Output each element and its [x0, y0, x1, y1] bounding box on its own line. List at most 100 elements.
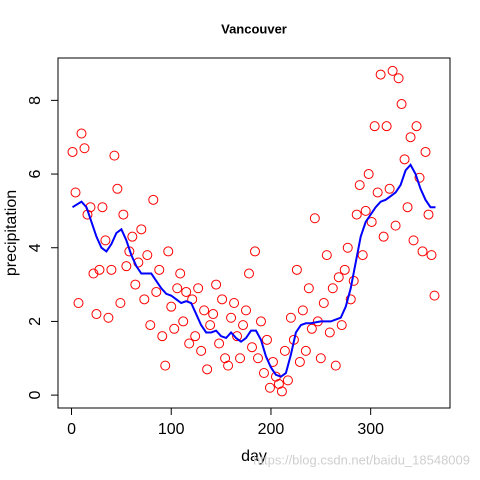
point — [291, 264, 302, 275]
point — [366, 216, 377, 227]
point — [193, 283, 204, 294]
point — [264, 382, 275, 393]
point — [121, 261, 132, 272]
point — [390, 220, 401, 231]
point — [139, 294, 150, 305]
point — [79, 143, 90, 154]
point — [148, 194, 159, 205]
point — [255, 316, 266, 327]
point — [205, 320, 216, 331]
point — [151, 286, 162, 297]
y-tick-label: 6 — [27, 170, 44, 179]
point — [160, 360, 171, 371]
point — [208, 309, 219, 320]
point — [258, 368, 269, 378]
point — [315, 353, 326, 364]
point — [175, 268, 186, 279]
point — [184, 338, 195, 349]
point — [106, 264, 117, 275]
point — [211, 279, 222, 290]
point — [285, 312, 296, 323]
point — [235, 353, 246, 364]
point — [142, 250, 153, 261]
point — [408, 235, 419, 246]
point — [351, 209, 362, 220]
point — [282, 375, 293, 386]
point — [172, 283, 183, 294]
point — [112, 183, 123, 194]
y-tick-label: 4 — [27, 243, 44, 252]
point — [360, 205, 371, 216]
point — [318, 298, 329, 308]
point — [276, 386, 287, 397]
point — [217, 294, 228, 305]
point — [297, 305, 308, 316]
point — [226, 312, 237, 323]
point — [249, 246, 260, 257]
point — [384, 183, 395, 194]
point — [405, 132, 416, 143]
point — [420, 146, 431, 157]
watermark: https://blog.csdn.net/baidu_18548009 — [253, 452, 470, 467]
point — [244, 268, 255, 279]
point — [393, 73, 404, 84]
point — [396, 99, 407, 110]
point — [238, 320, 249, 331]
smooth-line — [71, 163, 436, 378]
point — [214, 338, 225, 349]
y-tick-label: 8 — [27, 96, 44, 105]
point — [103, 312, 114, 323]
point — [381, 121, 392, 132]
point — [127, 231, 138, 242]
point — [339, 264, 350, 275]
point — [178, 316, 189, 327]
point — [91, 309, 102, 320]
point — [426, 250, 437, 261]
point — [309, 213, 320, 224]
point — [345, 294, 356, 305]
point — [369, 121, 380, 132]
x-tick-label: 300 — [357, 421, 384, 438]
point — [109, 150, 120, 161]
x-tick-label: 0 — [67, 421, 76, 438]
point — [145, 320, 156, 331]
point — [330, 360, 341, 371]
x-tick-label: 200 — [258, 421, 285, 438]
point — [166, 301, 177, 312]
point — [252, 353, 263, 364]
point — [232, 331, 243, 342]
y-axis-label: precipitation — [3, 190, 20, 276]
point — [423, 209, 434, 220]
point — [202, 364, 213, 375]
point — [163, 246, 174, 257]
point — [94, 264, 105, 275]
point — [181, 286, 192, 297]
point — [157, 331, 168, 342]
point — [136, 224, 147, 235]
point — [303, 283, 314, 294]
point — [387, 65, 398, 76]
point — [354, 180, 365, 191]
point — [220, 353, 231, 364]
point — [336, 320, 347, 331]
point — [261, 334, 272, 345]
point — [241, 305, 252, 316]
point — [363, 169, 374, 180]
point — [399, 154, 410, 165]
point — [115, 298, 126, 308]
point — [190, 331, 201, 342]
point — [88, 268, 99, 279]
point — [402, 202, 413, 213]
point — [378, 231, 389, 242]
point — [333, 272, 344, 283]
point — [196, 345, 207, 356]
point — [67, 146, 78, 157]
point — [223, 360, 234, 371]
plot-box — [57, 57, 451, 409]
point — [130, 279, 141, 290]
x-tick-label: 100 — [158, 421, 185, 438]
point — [300, 345, 311, 356]
point — [357, 250, 368, 261]
point — [154, 264, 165, 275]
